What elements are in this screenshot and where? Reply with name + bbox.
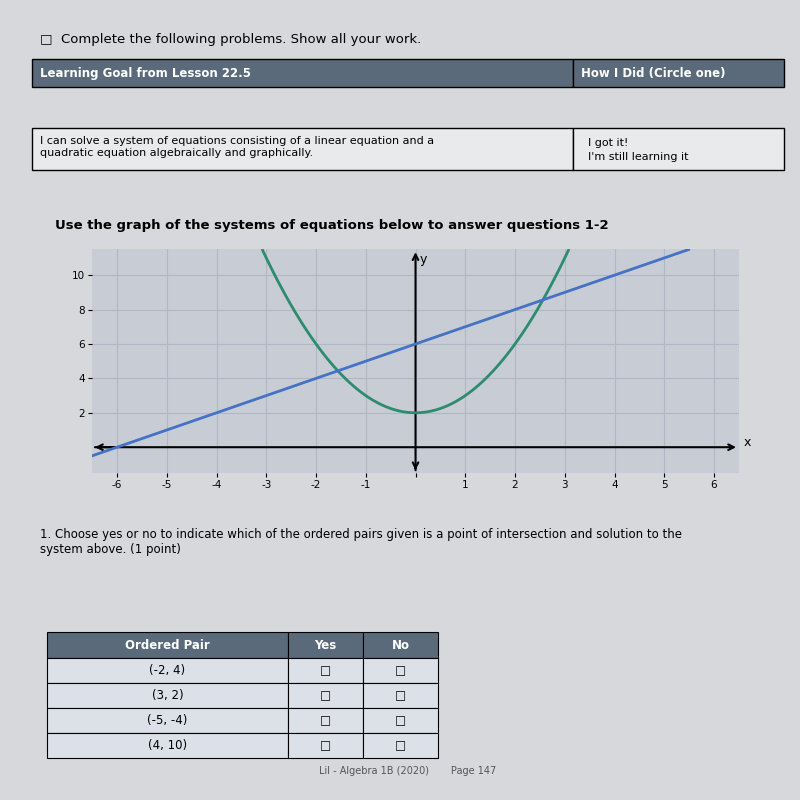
Bar [32,58,574,87]
Text: □: □ [320,739,331,752]
Text: □: □ [320,714,331,727]
Text: □: □ [395,739,406,752]
Text: Ordered Pair: Ordered Pair [125,638,210,652]
Bar [363,709,438,734]
Text: □: □ [395,714,406,727]
Text: 1. Choose yes or no to indicate which of the ordered pairs given is a point of i: 1. Choose yes or no to indicate which of… [39,528,682,556]
Text: (4, 10): (4, 10) [148,739,187,752]
Bar [574,128,784,170]
Text: I can solve a system of equations consisting of a linear equation and a
quadrati: I can solve a system of equations consis… [39,136,434,158]
Text: □: □ [395,690,406,702]
Text: No: No [391,638,410,652]
Text: □  Complete the following problems. Show all your work.: □ Complete the following problems. Show … [39,34,421,46]
Bar [363,658,438,683]
Bar [574,58,784,87]
Bar [363,632,438,658]
Bar [32,128,574,170]
Bar [47,734,288,758]
Text: Lil - Algebra 1B (2020)       Page 147: Lil - Algebra 1B (2020) Page 147 [319,766,497,776]
Text: I'm still learning it: I'm still learning it [589,153,689,162]
Text: Use the graph of the systems of equations below to answer questions 1-2: Use the graph of the systems of equation… [54,219,608,232]
Text: Yes: Yes [314,638,337,652]
Bar [47,709,288,734]
Text: How I Did (Circle one): How I Did (Circle one) [581,66,726,79]
Bar [47,683,288,709]
Text: I got it!: I got it! [589,138,629,148]
Bar [288,683,363,709]
Text: Learning Goal from Lesson 22.5: Learning Goal from Lesson 22.5 [39,66,250,79]
Bar [288,658,363,683]
Bar [288,709,363,734]
Text: (3, 2): (3, 2) [151,690,183,702]
Bar [288,632,363,658]
Bar [47,632,288,658]
Text: □: □ [320,690,331,702]
Text: (-2, 4): (-2, 4) [150,665,186,678]
Bar [47,658,288,683]
Text: □: □ [395,665,406,678]
Text: (-5, -4): (-5, -4) [147,714,187,727]
Text: □: □ [320,665,331,678]
Bar [288,734,363,758]
Bar [363,683,438,709]
Bar [363,734,438,758]
